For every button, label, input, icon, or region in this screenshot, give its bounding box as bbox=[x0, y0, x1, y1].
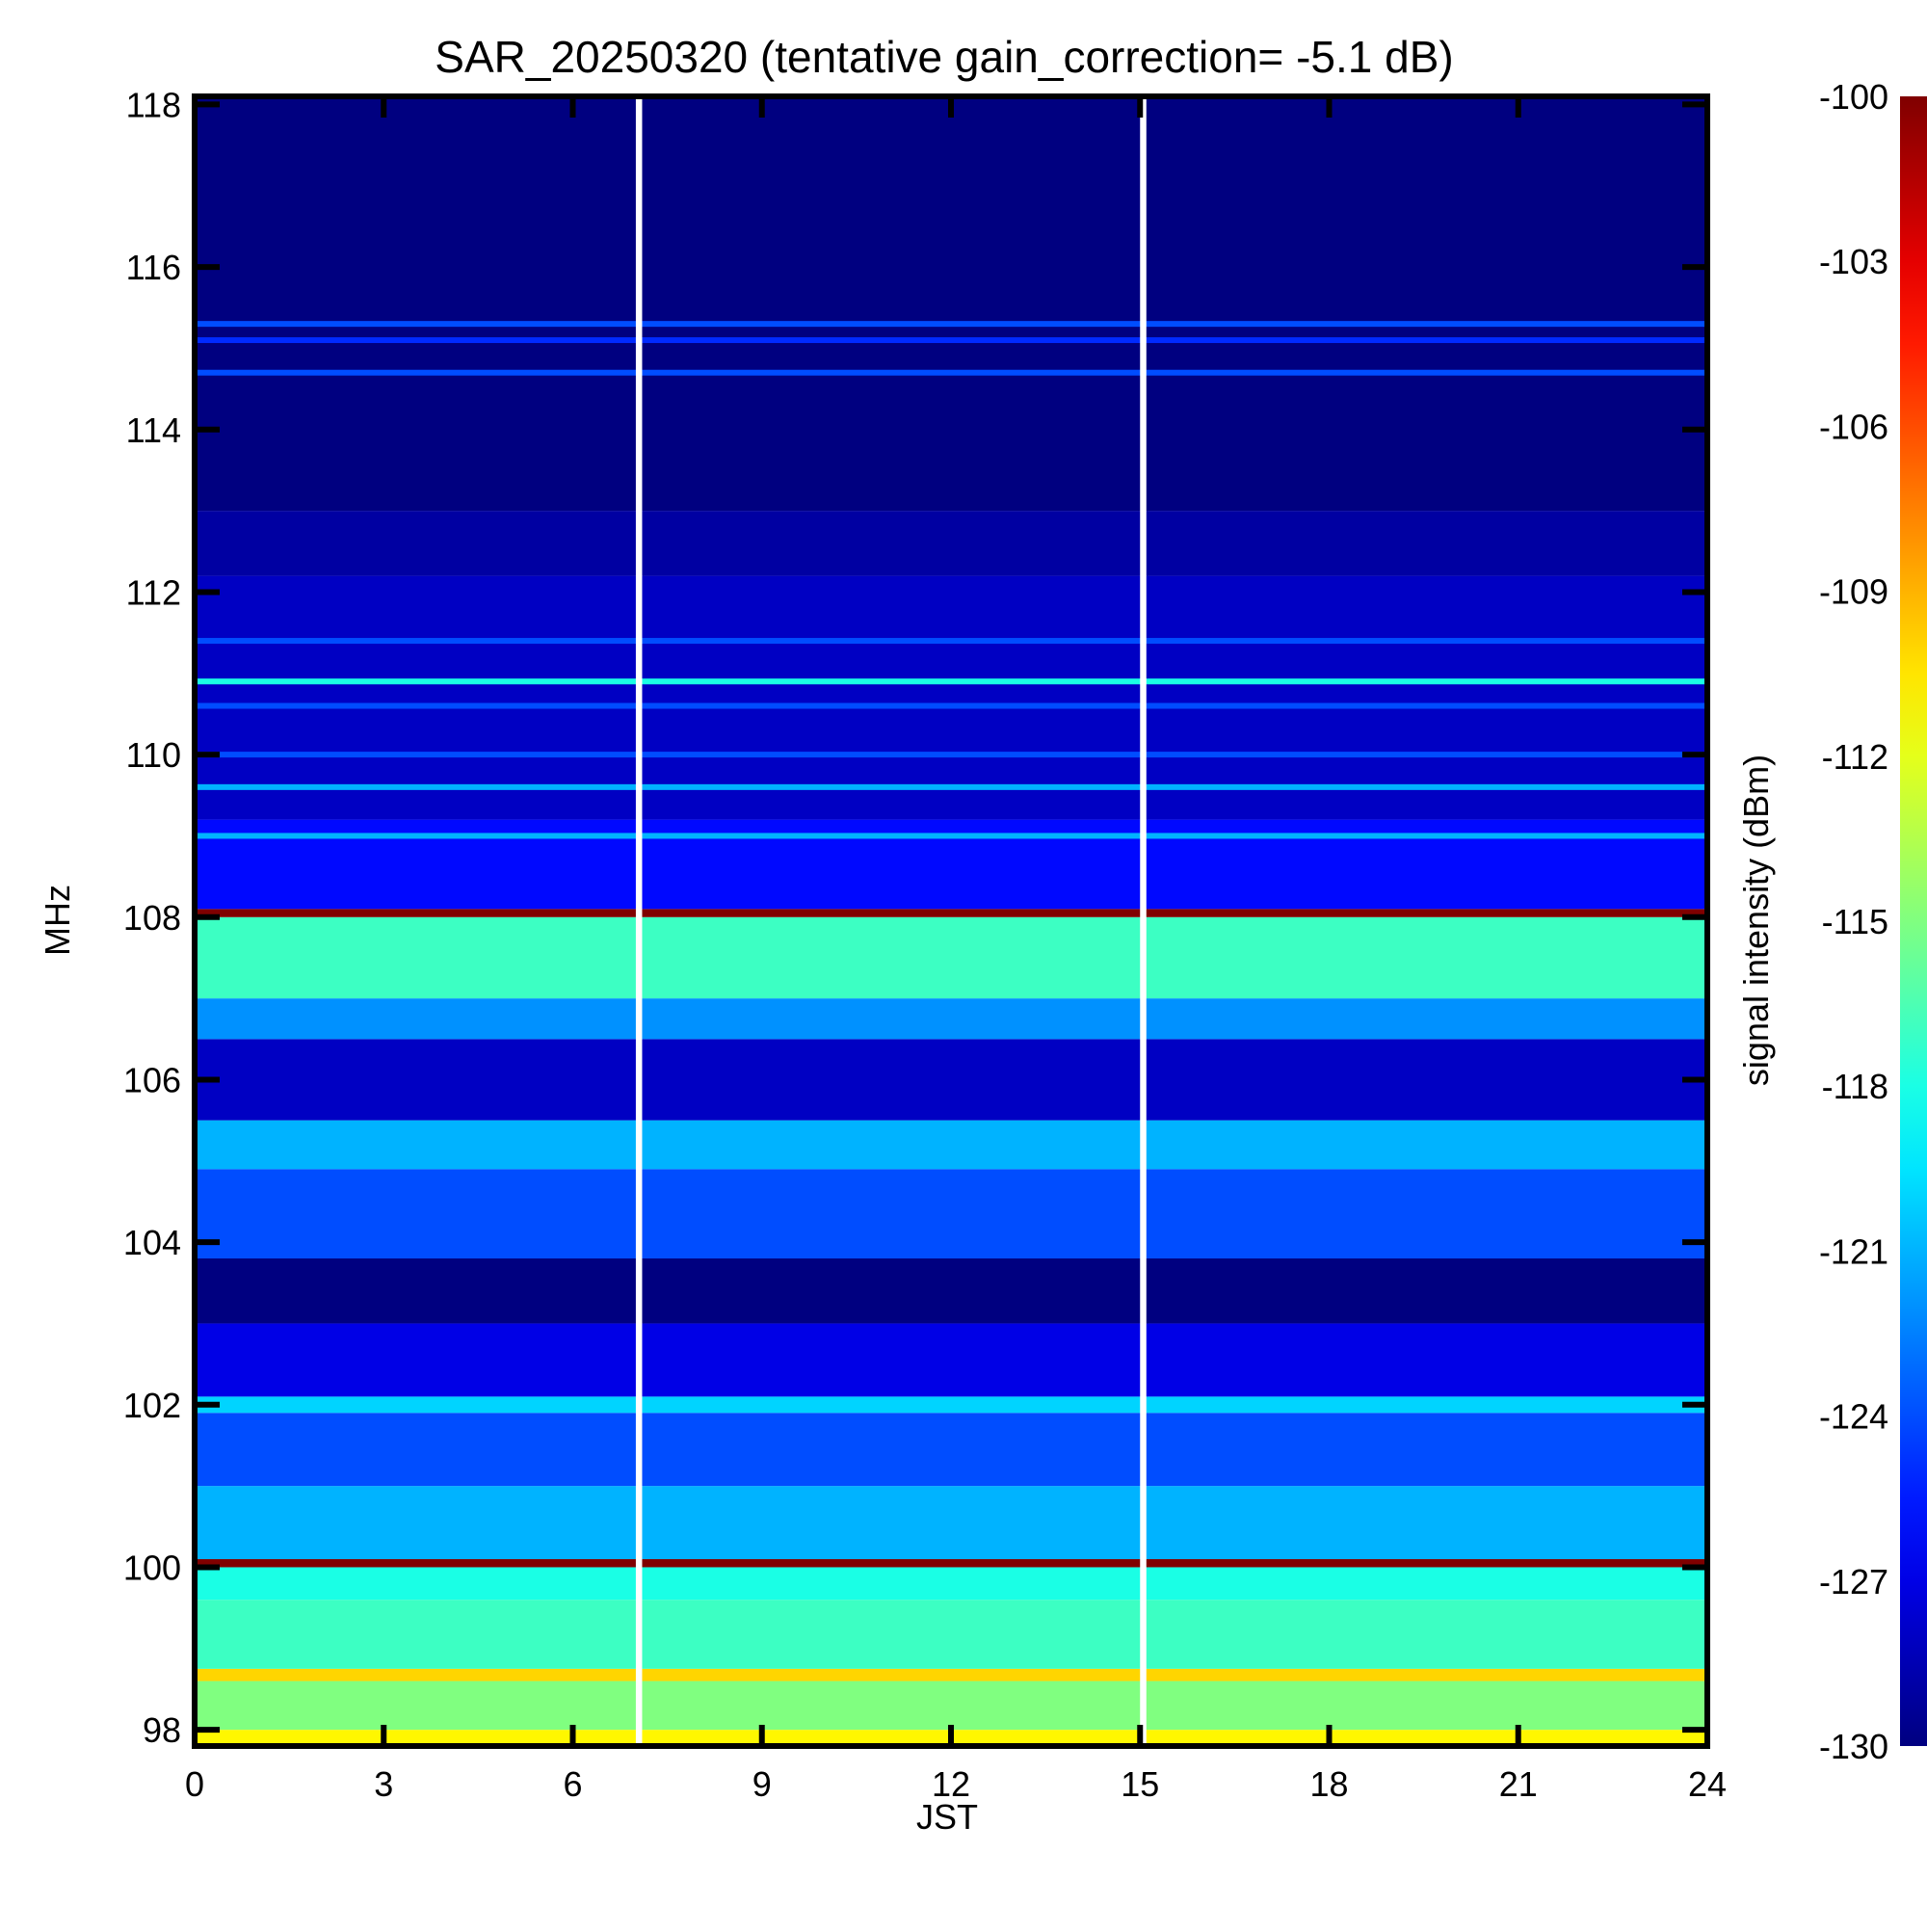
y-tick-label: 98 bbox=[143, 1710, 181, 1750]
carrier-line bbox=[195, 702, 1707, 709]
heatmap-band bbox=[195, 916, 1707, 999]
colorbar-tick-label: -130 bbox=[1819, 1727, 1888, 1766]
colorbar-tick-label: -127 bbox=[1819, 1562, 1888, 1601]
colorbar-tick-label: -100 bbox=[1819, 77, 1888, 117]
y-tick-label: 106 bbox=[123, 1060, 181, 1099]
colorbar-tick-label: -103 bbox=[1819, 242, 1888, 281]
heatmap-band bbox=[195, 1567, 1707, 1601]
heatmap-band bbox=[195, 1396, 1707, 1414]
x-tick-label: 15 bbox=[1121, 1764, 1159, 1804]
heatmap-band bbox=[195, 1413, 1707, 1487]
x-tick-label: 24 bbox=[1688, 1764, 1727, 1804]
x-tick-label: 12 bbox=[932, 1764, 970, 1804]
heatmap-band bbox=[195, 1169, 1707, 1258]
data-gap bbox=[1140, 96, 1147, 1746]
heatmap-band bbox=[195, 909, 1707, 917]
heatmap-band bbox=[195, 1559, 1707, 1568]
carrier-line bbox=[195, 369, 1707, 376]
y-tick-label: 110 bbox=[126, 735, 181, 775]
x-tick-label: 0 bbox=[185, 1764, 204, 1804]
data-gap bbox=[635, 96, 643, 1746]
carrier-line bbox=[195, 783, 1707, 790]
heatmap-band bbox=[195, 511, 1707, 576]
colorbar-tick-label: -115 bbox=[1822, 902, 1888, 941]
heatmap-band bbox=[195, 96, 1707, 512]
colorbar-tick-label: -124 bbox=[1819, 1397, 1888, 1437]
y-tick-label: 118 bbox=[126, 85, 181, 124]
y-tick-label: 114 bbox=[126, 410, 181, 450]
y-axis-label: MHz bbox=[38, 885, 77, 956]
heatmap-band bbox=[195, 1486, 1707, 1560]
colorbar-tick-label: -112 bbox=[1822, 737, 1888, 777]
heatmap-band bbox=[195, 1120, 1707, 1170]
x-axis-label: JST bbox=[916, 1797, 978, 1837]
heatmap-area bbox=[195, 96, 1707, 1746]
heatmap-band bbox=[195, 1600, 1707, 1669]
axes: 0 3 6 9 12 15 18 21 24 98 100 102 104 106 108 110 112 114… bbox=[123, 85, 1727, 1804]
carrier-line bbox=[195, 321, 1707, 328]
y-tick-label: 102 bbox=[123, 1386, 181, 1425]
y-tick-label: 100 bbox=[123, 1548, 181, 1587]
heatmap-band bbox=[195, 1668, 1707, 1681]
carrier-line bbox=[195, 752, 1707, 758]
heatmap-band bbox=[195, 1039, 1707, 1121]
carrier-line bbox=[195, 337, 1707, 344]
y-tick-label: 112 bbox=[126, 572, 181, 612]
colorbar-tick-label: -106 bbox=[1819, 407, 1888, 446]
y-tick-label: 104 bbox=[123, 1223, 181, 1262]
x-tick-label: 21 bbox=[1499, 1764, 1538, 1804]
x-tick-label: 6 bbox=[563, 1764, 582, 1804]
chart-title: SAR_20250320 (tentative gain_correction=… bbox=[435, 32, 1453, 82]
carrier-line bbox=[195, 638, 1707, 645]
x-tick-label: 18 bbox=[1309, 1764, 1348, 1804]
carrier-line bbox=[195, 833, 1707, 839]
y-tick-label: 108 bbox=[123, 898, 181, 938]
heatmap-band bbox=[195, 1323, 1707, 1397]
y-tick-label: 116 bbox=[126, 248, 181, 287]
colorbar-tick-label: -109 bbox=[1819, 572, 1888, 612]
heatmap-band bbox=[195, 1681, 1707, 1731]
colorbar-gradient bbox=[1900, 96, 1927, 1746]
colorbar-tick-label: -118 bbox=[1822, 1067, 1888, 1106]
x-tick-label: 3 bbox=[374, 1764, 393, 1804]
colorbar-label: signal intensity (dBm) bbox=[1736, 754, 1776, 1086]
heatmap-band bbox=[195, 1257, 1707, 1324]
colorbar-tick-label: -121 bbox=[1819, 1231, 1888, 1271]
colorbar: -100 -103 -106 -109 -112 -115 -118 -121 -124 -127… bbox=[1819, 77, 1927, 1766]
x-tick-label: 9 bbox=[752, 1764, 772, 1804]
heatmap-band bbox=[195, 575, 1707, 820]
heatmap-band bbox=[195, 998, 1707, 1040]
carrier-line bbox=[195, 678, 1707, 685]
